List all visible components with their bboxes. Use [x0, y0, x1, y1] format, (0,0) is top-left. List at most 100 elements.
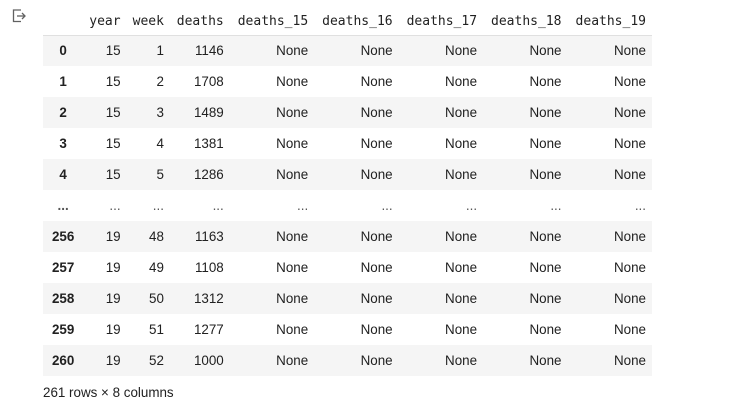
table-cell: None — [445, 322, 478, 337]
table-cell: 3 — [156, 105, 164, 120]
output-redirect-icon[interactable] — [11, 8, 27, 24]
table-cell: None — [613, 291, 646, 306]
table-cell: 1708 — [193, 74, 224, 89]
table-cell: None — [360, 167, 393, 182]
table-row: 1 15 2 1708 None None None None None — [43, 66, 652, 97]
table-cell: None — [276, 74, 309, 89]
table-row: 3 15 4 1381 None None None None None — [43, 128, 652, 159]
row-index: 0 — [59, 43, 67, 59]
table-cell: 2 — [156, 74, 164, 89]
table-row: 258 19 50 1312 None None None None None — [43, 283, 652, 314]
table-cell: 19 — [105, 260, 121, 275]
table-cell: 1 — [156, 43, 164, 59]
table-cell: None — [445, 260, 478, 275]
table-cell: ... — [297, 198, 309, 213]
table-cell: 1381 — [193, 136, 224, 151]
table-cell: None — [276, 291, 309, 306]
table-cell: None — [360, 74, 393, 89]
table-cell: ... — [212, 198, 224, 213]
row-index: 259 — [51, 322, 75, 337]
table-cell: 1146 — [194, 43, 224, 59]
table-cell: None — [613, 353, 646, 368]
table-cell: 19 — [105, 322, 121, 337]
column-header: deaths_19 — [567, 8, 652, 36]
cell-output-area: year week deaths deaths_15 deaths_16 deaths_1… — [43, 8, 652, 400]
table-cell: ... — [109, 198, 121, 213]
table-row: 4 15 5 1286 None None None None None — [43, 159, 652, 190]
table-cell: 19 — [105, 291, 121, 306]
table-cell: None — [529, 43, 562, 59]
table-cell: 49 — [149, 260, 164, 275]
table-cell: None — [360, 291, 393, 306]
table-cell: 50 — [149, 291, 164, 306]
row-index: 257 — [51, 260, 75, 275]
table-cell: None — [529, 167, 562, 182]
table-cell: None — [613, 74, 646, 89]
table-cell: None — [276, 322, 309, 337]
table-cell: 1108 — [194, 260, 224, 275]
row-index: ... — [57, 198, 69, 213]
table-cell: None — [613, 167, 646, 182]
table-cell: None — [276, 105, 309, 120]
row-index: 3 — [59, 136, 67, 151]
header-row: year week deaths deaths_15 deaths_16 deaths_1… — [43, 8, 652, 36]
table-cell: ... — [550, 198, 562, 213]
table-cell: None — [276, 43, 309, 59]
table-cell: 51 — [149, 322, 164, 337]
table-cell: 15 — [105, 105, 121, 120]
table-cell: 4 — [156, 136, 164, 151]
table-cell: 52 — [149, 353, 164, 368]
table-cell: None — [445, 43, 478, 59]
table-row: 256 19 48 1163 None None None None None — [43, 221, 652, 252]
table-cell: None — [276, 229, 309, 244]
row-index: 260 — [51, 353, 75, 368]
row-index: 2 — [59, 105, 67, 120]
column-header: week — [126, 8, 170, 36]
table-cell: None — [529, 229, 562, 244]
table-cell: None — [529, 74, 562, 89]
table-cell: None — [360, 322, 393, 337]
table-cell: 19 — [105, 353, 121, 368]
table-cell: None — [529, 353, 562, 368]
table-cell: None — [276, 136, 309, 151]
table-cell: None — [613, 43, 646, 59]
table-cell: 15 — [105, 74, 121, 89]
table-row: 259 19 51 1277 None None None None None — [43, 314, 652, 345]
table-cell: None — [613, 322, 646, 337]
table-cell: 15 — [105, 136, 121, 151]
table-cell: None — [276, 167, 309, 182]
ellipsis-row: ........................... — [43, 190, 652, 221]
table-row: 2 15 3 1489 None None None None None — [43, 97, 652, 128]
table-cell: 15 — [105, 167, 121, 182]
column-header: deaths_18 — [483, 8, 568, 36]
table-cell: None — [445, 229, 478, 244]
table-cell: None — [360, 105, 393, 120]
row-index: 4 — [59, 167, 67, 182]
table-cell: None — [529, 260, 562, 275]
column-header: deaths — [169, 8, 230, 36]
table-header: year week deaths deaths_15 deaths_16 deaths_1… — [43, 8, 652, 36]
row-index: 256 — [51, 229, 75, 244]
table-cell: 48 — [149, 229, 164, 244]
table-cell: None — [613, 105, 646, 120]
table-cell: ... — [381, 198, 393, 213]
table-cell: None — [360, 229, 393, 244]
table-cell: None — [360, 353, 393, 368]
table-cell: ... — [634, 198, 646, 213]
table-cell: None — [613, 229, 646, 244]
dataframe-table: year week deaths deaths_15 deaths_16 deaths_1… — [43, 8, 652, 376]
index-header — [43, 8, 84, 36]
table-row: 260 19 52 1000 None None None None None — [43, 345, 652, 376]
table-cell: None — [360, 260, 393, 275]
table-summary: 261 rows × 8 columns — [43, 385, 174, 400]
column-header: deaths_15 — [229, 8, 315, 36]
output-redirect-icon-glyph — [12, 9, 26, 23]
table-body: 0 15 1 1146 None None None None None 1 15 2 1708 None… — [43, 35, 652, 376]
table-cell: 1163 — [194, 229, 224, 244]
column-header: deaths_16 — [314, 8, 399, 36]
table-cell: 1312 — [193, 291, 224, 306]
table-cell: None — [360, 136, 393, 151]
table-cell: 1489 — [193, 105, 224, 120]
table-row: 0 15 1 1146 None None None None None — [43, 35, 652, 66]
table-cell: None — [613, 260, 646, 275]
